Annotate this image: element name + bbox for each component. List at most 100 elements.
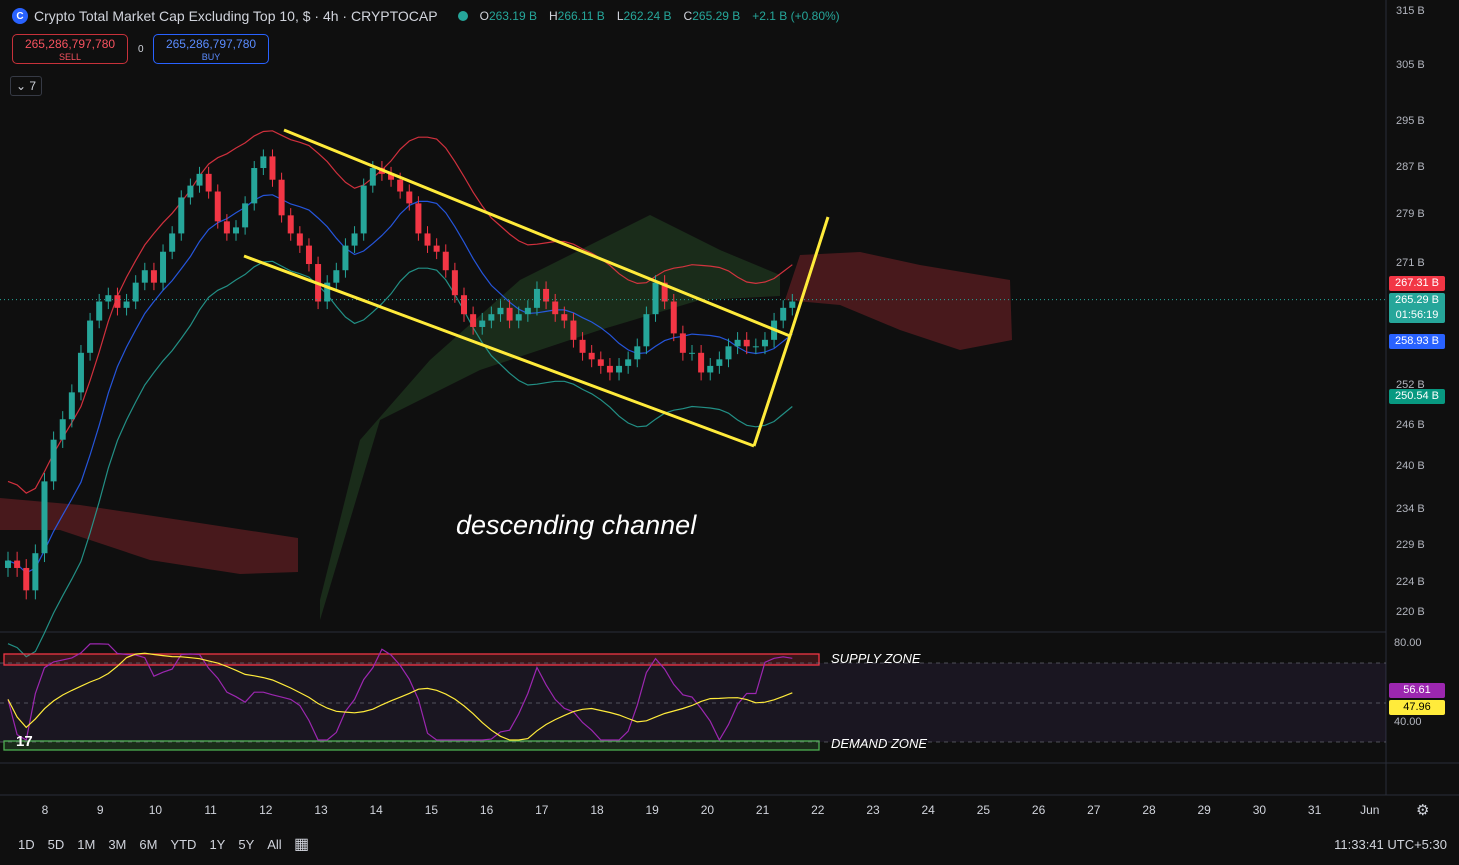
time-axis-label: 15 (424, 803, 439, 817)
candle-body (296, 233, 303, 246)
time-axis-label: 21 (755, 803, 770, 817)
candle-body (214, 191, 221, 222)
price-axis-label: 295 B (1396, 115, 1425, 127)
candle-body (488, 314, 495, 321)
buy-label: BUY (201, 52, 221, 62)
candle-body (397, 179, 404, 192)
rsi-tag: 56.61 (1389, 683, 1445, 698)
price-axis-label: 279 B (1396, 208, 1425, 221)
time-axis-label: 23 (866, 803, 880, 817)
lower-band-tag: 250.54 B (1389, 389, 1445, 404)
candle-body (269, 156, 276, 180)
clock[interactable]: 11:33:41 UTC+5:30 (1334, 837, 1447, 852)
time-axis-label: 25 (976, 803, 991, 817)
range-ytd[interactable]: YTD (170, 837, 197, 852)
time-axis-label: Jun (1360, 803, 1380, 817)
candle-body (260, 156, 267, 169)
range-1y[interactable]: 1Y (209, 837, 226, 852)
candle-body (351, 233, 358, 246)
range-5d[interactable]: 5D (47, 837, 65, 852)
ohlc-close: C265.29 B (683, 9, 741, 23)
chart-header: C Crypto Total Market Cap Excluding Top … (12, 8, 846, 24)
gear-icon[interactable]: ⚙ (1416, 802, 1430, 819)
range-6m[interactable]: 6M (139, 837, 158, 852)
candle-body (132, 282, 139, 302)
candle-body (187, 185, 194, 198)
time-axis-label: 22 (811, 803, 825, 817)
range-5y[interactable]: 5Y (238, 837, 255, 852)
price-axis-label: 252 B (1396, 378, 1425, 391)
demand-zone-label: DEMAND ZONE (831, 736, 928, 751)
candle-body (588, 352, 595, 360)
range-all[interactable]: All (267, 837, 282, 852)
candle-body (643, 314, 650, 347)
candle-body (23, 567, 30, 591)
ichimoku-cloud-bearish (0, 498, 298, 574)
ohlc-low: L262.24 B (616, 9, 672, 23)
candle-body (752, 346, 759, 348)
candle-body (552, 301, 559, 315)
symbol-title[interactable]: Crypto Total Market Cap Excluding Top 10… (34, 8, 438, 24)
candle-body (679, 333, 686, 353)
ohlc-open: O263.19 B (479, 9, 537, 23)
candle-body (743, 339, 750, 347)
range-1d[interactable]: 1D (18, 837, 35, 852)
candle-body (342, 245, 349, 271)
candle-body (96, 301, 103, 321)
upper-band-tag: 267.31 B (1389, 276, 1445, 291)
candle-body (242, 203, 249, 228)
price-axis-label: 246 B (1396, 419, 1425, 432)
range-1m[interactable]: 1M (77, 837, 96, 852)
sell-label: SELL (58, 52, 82, 62)
price-axis-label: 287 B (1396, 161, 1425, 174)
candle-body (105, 295, 112, 302)
ichimoku-cloud-bullish (320, 215, 780, 620)
time-axis-label: 12 (259, 803, 273, 817)
candle-body (442, 251, 449, 271)
candle-body (14, 560, 21, 568)
channel-lower-line (243, 254, 755, 448)
price-axis-label: 240 B (1396, 460, 1425, 473)
price-axis-label: 229 B (1396, 538, 1425, 551)
candle-body (141, 270, 148, 283)
candle-body (506, 307, 513, 321)
rsi-line (7, 643, 793, 742)
price-axis-label: 220 B (1396, 606, 1425, 618)
time-axis-label: 29 (1197, 803, 1211, 817)
candle-body (59, 419, 66, 440)
supply-zone-label: SUPPLY ZONE (831, 651, 921, 666)
candle-body (533, 288, 540, 308)
rsi-ma-tag: 47.96 (1389, 700, 1445, 715)
candle-body (406, 191, 413, 204)
candle-body (333, 270, 340, 283)
candle-body (305, 245, 312, 265)
candle-body (196, 173, 203, 186)
candle-body (698, 352, 705, 373)
ohlc-change: +2.1 B (+0.80%) (752, 9, 840, 23)
bollinger-upper-line (7, 130, 793, 494)
indicators-toggle[interactable]: ⌄ 7 (10, 76, 42, 96)
candle-body (543, 288, 550, 302)
rsi-axis-40: 40.00 (1394, 716, 1422, 728)
time-axis-label: 24 (921, 803, 935, 817)
time-axis-label: 30 (1252, 803, 1267, 817)
time-axis-label: 13 (314, 803, 328, 817)
candle-body (205, 173, 212, 192)
time-axis-label: 17 (535, 803, 549, 817)
price-axis-label: 315 B (1396, 5, 1425, 18)
ichimoku-cloud-future (785, 252, 1012, 350)
candle-body (169, 233, 176, 252)
candle-body (579, 339, 586, 353)
time-axis-label: 14 (369, 803, 383, 817)
time-axis-label: 18 (590, 803, 604, 817)
buy-button[interactable]: 265,286,797,780 BUY (153, 34, 269, 64)
range-3m[interactable]: 3M (108, 837, 127, 852)
candle-body (597, 359, 604, 366)
calendar-icon[interactable]: ▦ (294, 836, 310, 853)
candle-body (415, 203, 422, 234)
candle-body (625, 359, 632, 366)
bar-countdown: 01:56:19 (1395, 309, 1439, 321)
tradingview-logo-icon[interactable]: 17 (16, 733, 33, 750)
sell-button[interactable]: 265,286,797,780 SELL (12, 34, 128, 64)
